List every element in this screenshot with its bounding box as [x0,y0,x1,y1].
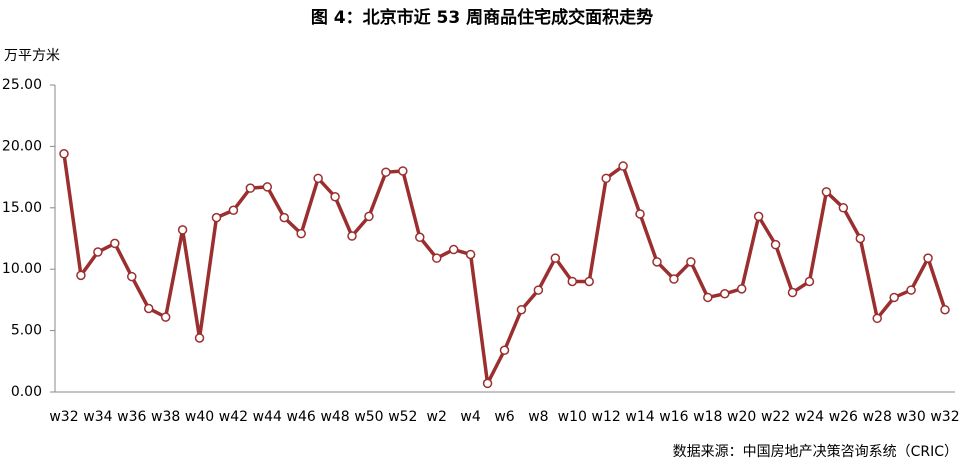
point-marker [160,312,171,322]
x-tick-label: w34 [83,409,112,425]
point-marker [567,276,578,287]
point-marker [177,225,188,235]
x-tick-label: w4 [460,409,480,425]
point-marker [804,276,815,287]
point-marker [635,209,645,219]
point-marker [211,212,222,223]
source-note: 数据来源：中国房地产决策咨询系统（CRIC） [673,443,958,460]
point-marker [194,333,205,343]
point-marker [906,285,916,295]
point-marker [465,249,476,260]
point-marker [720,289,730,299]
y-tick-label: 20.00 [2,138,42,154]
x-tick-label: w32 [930,409,959,425]
point-marker [262,182,273,192]
point-marker [499,345,510,355]
point-marker [364,211,374,222]
y-tick-label: 10.00 [2,261,42,277]
x-tick-label: w6 [494,409,514,425]
point-marker [93,247,103,257]
point-marker [110,238,120,249]
point-marker [381,167,391,177]
point-marker [855,233,866,244]
point-marker [76,270,86,281]
point-marker [686,257,696,267]
point-marker [584,276,594,287]
point-marker [431,253,442,263]
x-tick-label: w12 [592,409,621,425]
point-marker [415,232,425,243]
point-marker [872,313,882,324]
point-marker [59,149,69,159]
point-marker [448,244,459,255]
x-tick-label: w38 [151,409,180,425]
point-marker [482,378,493,389]
x-tick-label: w10 [558,409,587,425]
point-marker [143,303,154,314]
x-tick-label: w50 [354,409,383,425]
x-tick-label: w46 [287,409,316,425]
x-tick-label: w24 [795,409,824,425]
point-marker [533,285,544,295]
point-marker [550,253,561,263]
x-tick-label: w26 [829,409,858,425]
x-tick-label: w2 [427,409,447,425]
y-tick-label: 25.00 [2,77,42,93]
point-marker [652,257,662,267]
x-tick-label: w28 [863,409,892,425]
point-marker [770,239,781,250]
x-tick-label: w22 [761,409,790,425]
point-marker [753,211,764,222]
y-tick-label: 5.00 [11,323,42,339]
x-tick-label: w44 [253,409,282,425]
x-tick-label: w36 [117,409,146,425]
point-marker [736,284,747,294]
point-marker [296,228,306,239]
y-axis-label: 万平方米 [4,48,60,64]
point-marker [330,191,340,202]
x-tick-label: w8 [528,409,548,425]
point-marker [516,304,527,315]
point-marker [398,166,408,176]
x-tick-label: w48 [320,409,349,425]
x-tick-label: w18 [693,409,722,425]
point-marker [821,187,832,197]
x-tick-label: w52 [388,409,417,425]
point-marker [618,161,628,171]
point-marker [279,212,289,223]
x-tick-label: w30 [896,409,925,425]
point-marker [923,253,933,263]
x-tick-label: w32 [49,409,78,425]
point-marker [245,183,256,193]
point-marker [940,304,950,315]
point-marker [313,173,323,184]
x-tick-label: w42 [219,409,248,425]
x-tick-label: w14 [625,409,654,425]
point-marker [347,231,357,241]
point-marker [787,287,798,298]
x-tick-label: w40 [185,409,214,425]
point-marker [228,205,239,216]
point-marker [889,292,899,303]
point-marker [669,274,679,284]
x-tick-label: w20 [727,409,756,425]
point-marker [601,173,611,184]
point-marker [703,292,713,303]
y-tick-label: 0.00 [11,384,42,400]
chart-title: 图 4：北京市近 53 周商品住宅成交面积走势 [311,7,653,28]
point-marker [127,271,137,282]
y-tick-label: 15.00 [2,200,42,216]
x-tick-label: w16 [659,409,688,425]
point-marker [838,203,849,213]
